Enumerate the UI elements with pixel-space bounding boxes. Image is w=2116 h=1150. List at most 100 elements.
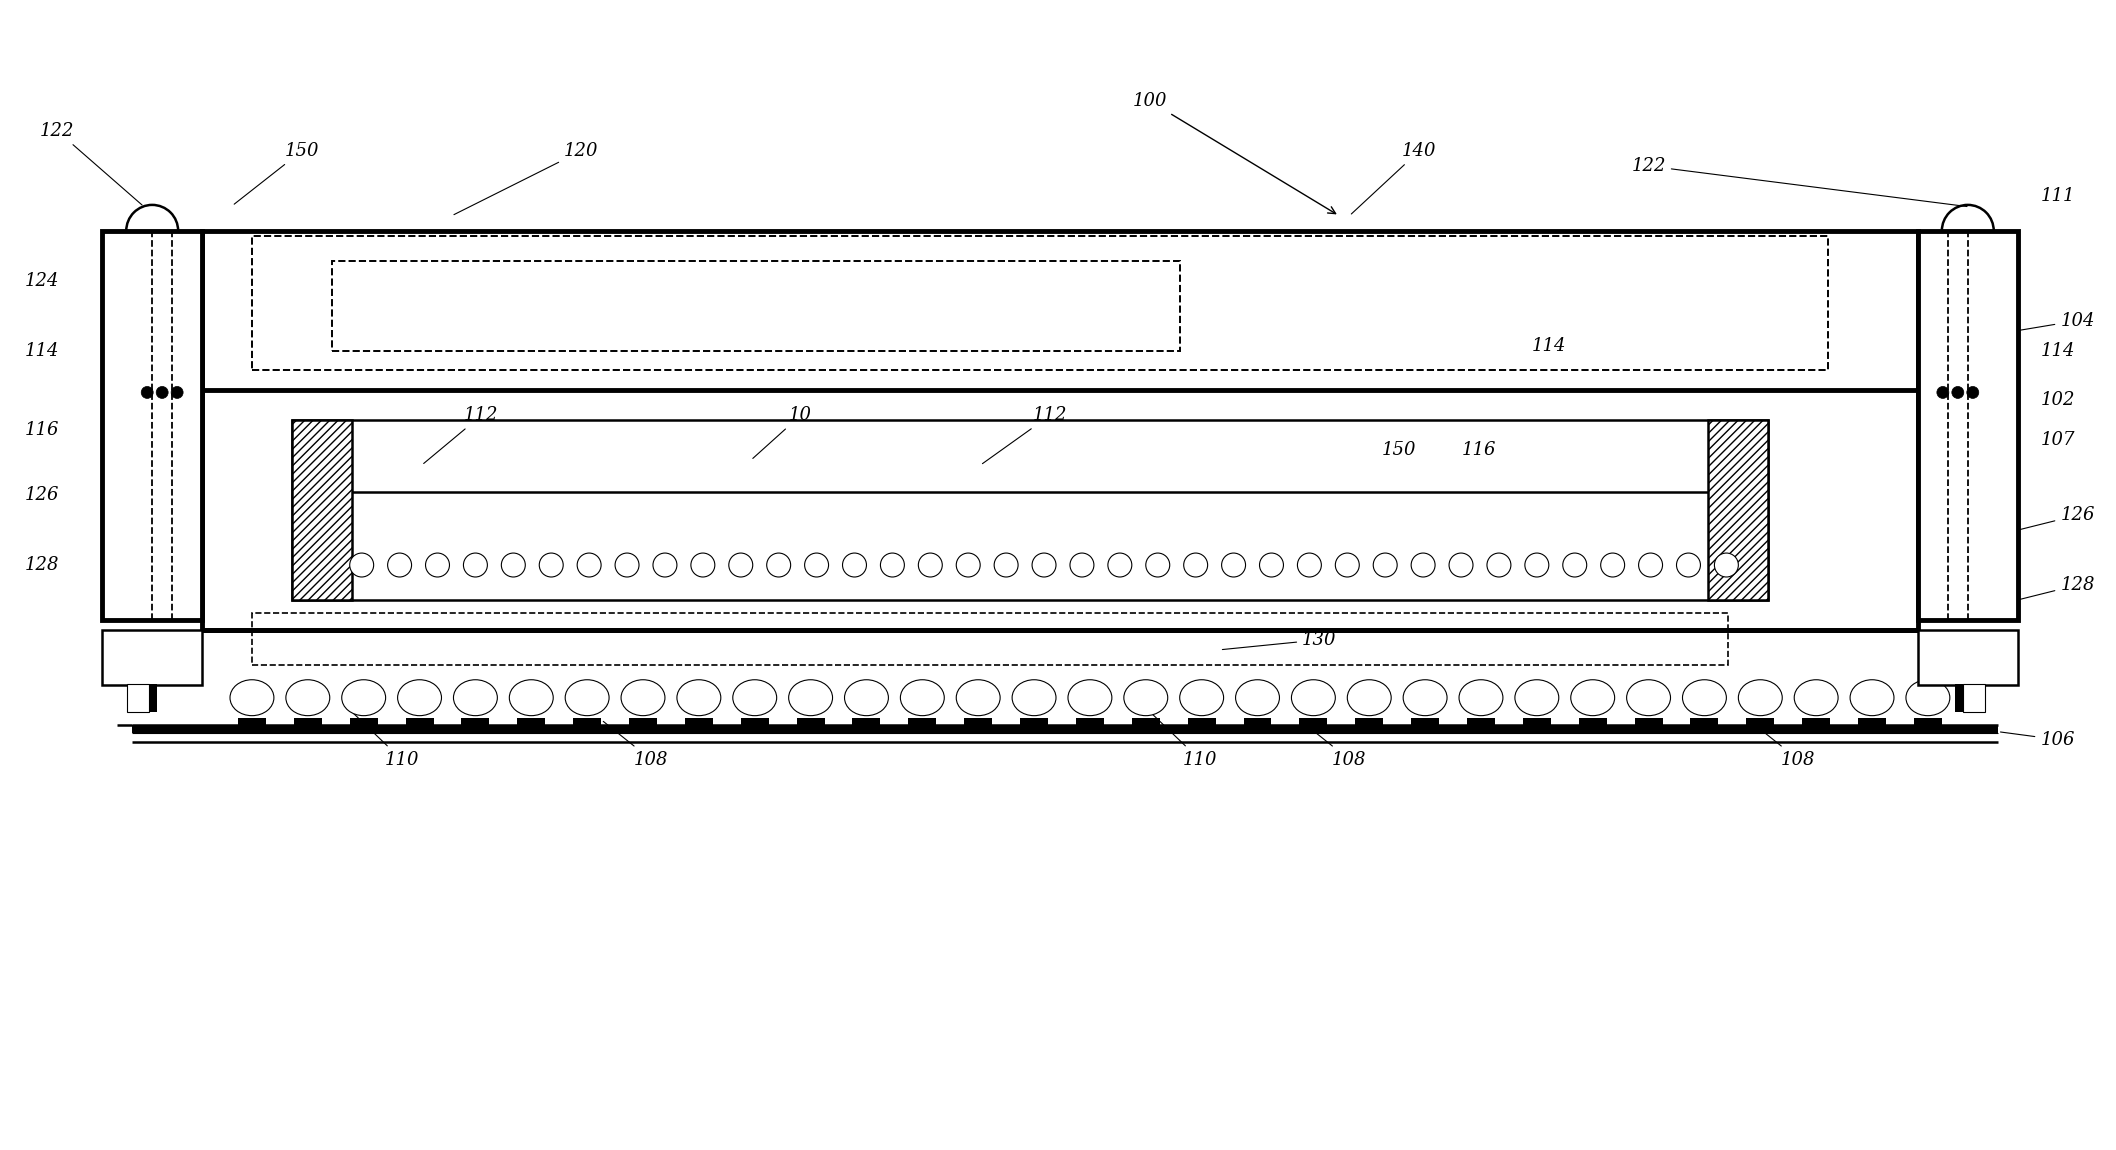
Text: 108: 108 (603, 721, 669, 768)
Ellipse shape (1907, 680, 1949, 715)
Ellipse shape (622, 680, 664, 715)
Bar (1708, 421, 1769, 600)
Circle shape (918, 553, 942, 577)
Circle shape (1335, 553, 1358, 577)
Text: 116: 116 (1462, 442, 1496, 459)
Circle shape (1221, 553, 1246, 577)
Bar (1955, 684, 1964, 712)
Bar (1187, 718, 1215, 729)
Circle shape (1373, 553, 1397, 577)
Circle shape (616, 553, 639, 577)
Bar (1917, 630, 2019, 684)
Text: 124: 124 (25, 271, 59, 290)
Bar (853, 718, 880, 729)
Ellipse shape (1011, 680, 1056, 715)
Bar (292, 421, 1769, 600)
Bar (406, 718, 434, 729)
Text: 130: 130 (1223, 631, 1337, 650)
Circle shape (1714, 553, 1739, 577)
Text: 150: 150 (235, 143, 320, 205)
Text: 107: 107 (2040, 431, 2076, 450)
Text: 122: 122 (40, 122, 142, 205)
Ellipse shape (1069, 680, 1111, 715)
Bar (237, 718, 267, 729)
Text: 112: 112 (982, 406, 1066, 463)
Text: 150: 150 (1382, 442, 1416, 459)
Ellipse shape (956, 680, 1001, 715)
Circle shape (1259, 553, 1284, 577)
Bar (686, 718, 713, 729)
Circle shape (728, 553, 753, 577)
Bar (1075, 718, 1105, 729)
Circle shape (1449, 553, 1473, 577)
Bar (131, 724, 1998, 733)
Bar (1964, 684, 1985, 712)
Ellipse shape (1682, 680, 1727, 715)
Bar (252, 236, 1828, 370)
Ellipse shape (1515, 680, 1559, 715)
Circle shape (956, 553, 980, 577)
Circle shape (1951, 386, 1964, 398)
Text: 111: 111 (2040, 187, 2076, 205)
Text: 114: 114 (25, 342, 59, 360)
Text: 126: 126 (2021, 506, 2095, 529)
Bar (1634, 718, 1663, 729)
Text: 108: 108 (1750, 721, 1816, 768)
Circle shape (1183, 553, 1208, 577)
Bar (908, 718, 935, 729)
Text: 104: 104 (2021, 312, 2095, 330)
Circle shape (463, 553, 487, 577)
Circle shape (1033, 553, 1056, 577)
Ellipse shape (1739, 680, 1782, 715)
Bar (1354, 718, 1384, 729)
Circle shape (1526, 553, 1549, 577)
Text: 114: 114 (1532, 337, 1566, 354)
Ellipse shape (1348, 680, 1390, 715)
Text: 128: 128 (2021, 576, 2095, 599)
Circle shape (804, 553, 829, 577)
Bar (1858, 718, 1885, 729)
Circle shape (1297, 553, 1320, 577)
Circle shape (1676, 553, 1701, 577)
Text: 128: 128 (25, 555, 59, 574)
Circle shape (1564, 553, 1587, 577)
Bar (1691, 718, 1718, 729)
Bar (1020, 718, 1047, 729)
Ellipse shape (677, 680, 722, 715)
Bar (292, 421, 351, 600)
Text: 110: 110 (353, 714, 419, 768)
Bar (1299, 718, 1327, 729)
Text: 110: 110 (1151, 714, 1217, 768)
Text: 100: 100 (1132, 92, 1335, 214)
Ellipse shape (789, 680, 832, 715)
Ellipse shape (565, 680, 609, 715)
Bar (516, 718, 546, 729)
Ellipse shape (844, 680, 889, 715)
Circle shape (425, 553, 449, 577)
Bar (201, 231, 1917, 630)
Bar (349, 718, 377, 729)
Circle shape (995, 553, 1018, 577)
Bar (1466, 718, 1494, 729)
Bar (1915, 718, 1942, 729)
Bar (1411, 718, 1439, 729)
Bar (1244, 718, 1272, 729)
Bar (1579, 718, 1606, 729)
Ellipse shape (1570, 680, 1615, 715)
Bar (1917, 231, 2019, 620)
Ellipse shape (1460, 680, 1502, 715)
Ellipse shape (343, 680, 385, 715)
Ellipse shape (1236, 680, 1280, 715)
Bar (1746, 718, 1773, 729)
Circle shape (880, 553, 904, 577)
Circle shape (578, 553, 601, 577)
Ellipse shape (901, 680, 944, 715)
Bar (461, 718, 489, 729)
Ellipse shape (231, 680, 273, 715)
Bar (796, 718, 825, 729)
Text: 108: 108 (1301, 721, 1367, 768)
Ellipse shape (286, 680, 330, 715)
Text: 102: 102 (2040, 391, 2076, 409)
Circle shape (349, 553, 375, 577)
Circle shape (1966, 386, 1978, 398)
